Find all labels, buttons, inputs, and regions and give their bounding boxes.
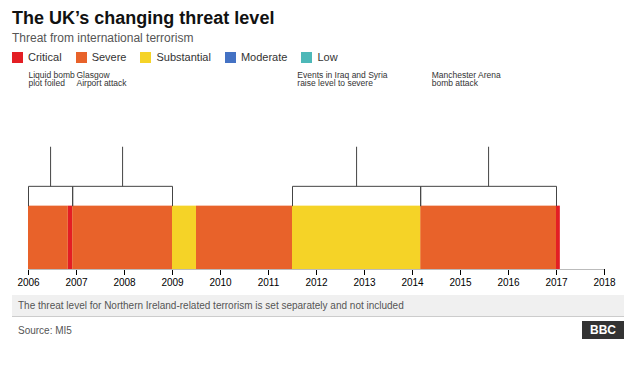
html-text:Low: Low [317, 51, 338, 63]
html-text:Source: MI5: Source: MI5 [18, 324, 72, 336]
svg-text:Events in Iraq and Syriaraise: Events in Iraq and Syriaraise level to s… [297, 70, 388, 89]
svg-text:2008: 2008 [113, 277, 136, 288]
html-text:Critical: Critical [28, 51, 62, 63]
svg-text:2011: 2011 [258, 277, 280, 288]
svg-text:2006: 2006 [17, 277, 40, 288]
svg-text:2009: 2009 [161, 277, 184, 288]
svg-text:2018: 2018 [593, 277, 616, 288]
svg-text:2012: 2012 [305, 277, 328, 288]
svg-text:2014: 2014 [401, 277, 424, 288]
svg-text:2015: 2015 [449, 277, 472, 288]
svg-text:2013: 2013 [353, 277, 376, 288]
svg-text:Liquid bombplot foiled: Liquid bombplot foiled [29, 70, 76, 89]
html-text:The threat level for Northern: The threat level for Northern Ireland-re… [18, 300, 404, 311]
html-text:Severe: Severe [91, 51, 127, 63]
html-text:Moderate: Moderate [240, 51, 288, 63]
html-text:BBC: BBC [590, 323, 616, 337]
svg-text:2007: 2007 [65, 277, 88, 288]
svg-text:GlasgowAirport attack: GlasgowAirport attack [77, 70, 128, 89]
svg-text:Manchester Arenabomb attack: Manchester Arenabomb attack [432, 70, 501, 89]
svg-text:2017: 2017 [545, 277, 568, 288]
svg-text:2010: 2010 [209, 277, 232, 288]
html-text:Threat from international terr: Threat from international terrorism [12, 31, 194, 45]
html-text:Substantial: Substantial [156, 51, 211, 63]
html-text:The UK’s changing threat level: The UK’s changing threat level [12, 8, 275, 28]
svg-text:2016: 2016 [497, 277, 520, 288]
